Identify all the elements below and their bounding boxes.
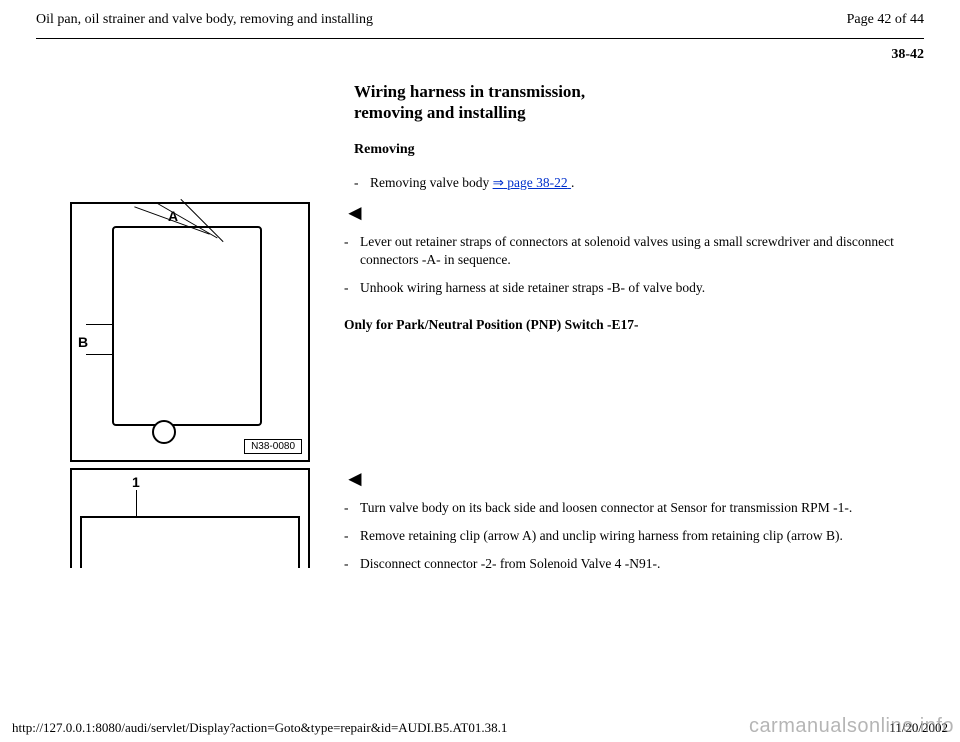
block1-bullet-1: - Lever out retainer straps of connector…: [344, 233, 924, 269]
intro-bullet: - Removing valve body ⇒ page 38-22 .: [354, 174, 924, 192]
bullet-dash: -: [354, 174, 370, 192]
doc-title: Oil pan, oil strainer and valve body, re…: [36, 12, 373, 28]
intro-text-suffix: .: [571, 175, 574, 190]
bullet-dash: -: [344, 499, 360, 517]
figure-tag: N38-0080: [244, 439, 302, 454]
footer-url: http://127.0.0.1:8080/audi/servlet/Displ…: [12, 720, 507, 736]
link-text: page 38-22: [507, 175, 567, 190]
bullet-dash: -: [344, 279, 360, 297]
content-block-2: 1 A B ◄ - Turn valve body on its back si…: [36, 468, 924, 584]
content-block-1: A B N38-0080 ◄ - Lever out retainer stra…: [36, 202, 924, 462]
bullet-dash: -: [344, 233, 360, 251]
block2-bullet-2: - Remove retaining clip (arrow A) and un…: [344, 527, 924, 545]
bullet-text: Lever out retainer straps of connectors …: [360, 233, 924, 269]
link-arrow-icon: ⇒: [493, 175, 504, 190]
footer: http://127.0.0.1:8080/audi/servlet/Displ…: [12, 720, 948, 736]
figure-label-B: B: [78, 334, 88, 350]
footer-date: 11/20/2002: [889, 720, 948, 736]
divider: [36, 38, 924, 39]
page-ref: 38-42: [36, 47, 924, 63]
bullet-text: Remove retaining clip (arrow A) and uncl…: [360, 527, 924, 545]
indicator-arrow-icon: ◄: [344, 466, 366, 491]
page-of: Page 42 of 44: [847, 12, 924, 28]
block1-bullet-2: - Unhook wiring harness at side retainer…: [344, 279, 924, 297]
bullet-dash: -: [344, 527, 360, 545]
bullet-dash: -: [344, 555, 360, 573]
figure-2: 1 A B: [70, 468, 310, 568]
schematic-body: [112, 226, 262, 426]
schematic-partial: [80, 516, 300, 568]
section-title-line2: removing and installing: [354, 103, 526, 122]
only-for-note: Only for Park/Neutral Position (PNP) Swi…: [344, 317, 924, 333]
bullet-text: Unhook wiring harness at side retainer s…: [360, 279, 924, 297]
section-title: Wiring harness in transmission, removing…: [354, 81, 924, 124]
leader-line: [86, 354, 114, 355]
figure-label-1: 1: [132, 474, 140, 490]
intro-text-prefix: Removing valve body: [370, 175, 493, 190]
block2-bullet-1: - Turn valve body on its back side and l…: [344, 499, 924, 517]
subheading-removing: Removing: [354, 142, 924, 158]
page-link-38-22[interactable]: ⇒ page 38-22: [493, 175, 571, 190]
indicator-arrow-icon: ◄: [344, 200, 366, 225]
leader-line: [86, 324, 114, 325]
section-title-line1: Wiring harness in transmission,: [354, 82, 585, 101]
figure-1: A B N38-0080: [70, 202, 310, 462]
bullet-text: Turn valve body on its back side and loo…: [360, 499, 924, 517]
schematic-circle: [152, 420, 176, 444]
block2-bullet-3: - Disconnect connector -2- from Solenoid…: [344, 555, 924, 573]
bullet-text: Disconnect connector -2- from Solenoid V…: [360, 555, 924, 573]
